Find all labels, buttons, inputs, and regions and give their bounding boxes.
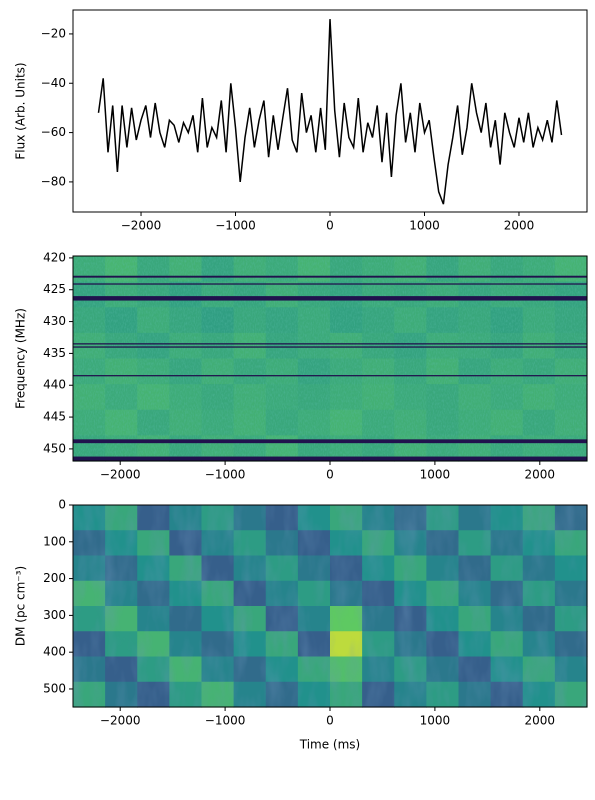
texture	[73, 505, 587, 707]
x-tick-label: −2000	[121, 219, 162, 233]
x-tick-label: −1000	[215, 219, 256, 233]
y-tick-label: 450	[43, 441, 66, 455]
x-tick-label: −1000	[205, 468, 246, 482]
masked-channel	[73, 375, 587, 377]
masked-channel	[73, 346, 587, 348]
panel: −2000 −1000 0 1000 2000 −80 −60 −40 −20 Flux (Arb…	[14, 9, 588, 233]
x-tick-label: 2000	[525, 468, 556, 482]
x-tick-label: 1000	[420, 714, 451, 728]
y-tick-label: 0	[58, 498, 66, 512]
y-tick-label: 435	[43, 346, 66, 360]
x-tick-label: 0	[326, 219, 334, 233]
x-tick-label: 2000	[504, 219, 535, 233]
x-tick-label: 0	[326, 468, 334, 482]
x-axis-label: Time (ms)	[299, 738, 361, 752]
x-tick-label: −2000	[100, 468, 141, 482]
y-axis-label: Frequency (MHz)	[14, 308, 28, 409]
y-tick-label: −60	[41, 125, 66, 139]
y-axis-label: Flux (Arb. Units)	[14, 62, 28, 159]
y-tick-label: −80	[41, 174, 66, 188]
masked-channel	[73, 296, 587, 301]
masked-channel	[73, 439, 587, 444]
y-tick-label: 445	[43, 410, 66, 424]
axes-frame	[72, 9, 588, 213]
y-tick-label: 500	[43, 681, 66, 695]
masked-channel	[73, 283, 587, 285]
x-tick-label: −2000	[100, 714, 141, 728]
y-tick-label: −40	[41, 76, 66, 90]
y-tick-label: 440	[43, 378, 66, 392]
panel: −2000 −1000 0 1000 2000 420 425 430 435 440 445 450…	[14, 250, 588, 482]
masked-channel	[73, 343, 587, 345]
texture	[73, 256, 587, 461]
y-axis-label: DM (pc cm⁻³)	[14, 566, 28, 646]
flux-line	[97, 19, 563, 205]
x-tick-label: 1000	[409, 219, 440, 233]
y-tick-label: 400	[43, 645, 66, 659]
x-tick-label: −1000	[205, 714, 246, 728]
y-tick-label: 300	[43, 608, 66, 622]
y-tick-label: 425	[43, 282, 66, 296]
y-tick-label: 200	[43, 571, 66, 585]
y-tick-label: 430	[43, 314, 66, 328]
x-tick-label: 1000	[420, 468, 451, 482]
y-tick-label: 100	[43, 534, 66, 548]
panel: −2000 −1000 0 1000 2000 0 100 200 300 400 500 DM (p…	[14, 498, 588, 752]
x-tick-label: 0	[326, 714, 334, 728]
y-tick-label: −20	[41, 26, 66, 40]
masked-channel	[73, 456, 587, 461]
masked-channel	[73, 275, 587, 278]
x-tick-label: 2000	[525, 714, 556, 728]
y-tick-label: 420	[43, 250, 66, 264]
